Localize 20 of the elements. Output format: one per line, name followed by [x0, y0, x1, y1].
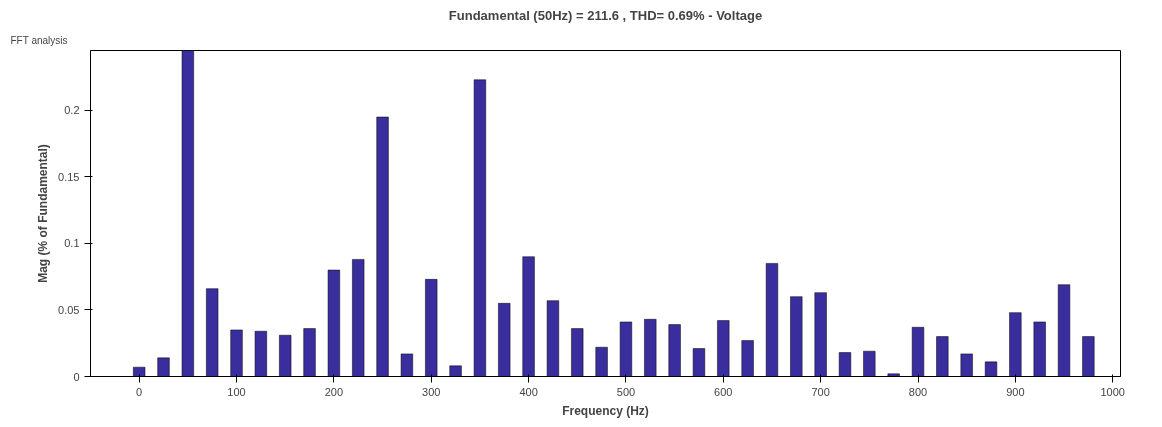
x-tick-label: 800	[908, 385, 928, 398]
x-tick-label: 500	[616, 385, 636, 398]
x-tick-label: 0	[136, 385, 143, 398]
y-tick-label: 0.1	[64, 237, 80, 250]
x-tick-label: 900	[1006, 385, 1025, 398]
y-axis-title: Mag (% of Fundamental)	[36, 144, 51, 283]
y-tick-label: 0	[73, 370, 80, 383]
x-tick-label: 600	[714, 385, 733, 398]
text: FFT analysis	[10, 34, 68, 46]
x-axis-title: Frequency (Hz)	[562, 403, 649, 418]
x-tick-label: 100	[227, 385, 246, 398]
x-tick-label: 400	[519, 385, 538, 398]
x-tick-label: 700	[811, 385, 830, 398]
chart-title: Fundamental (50Hz) = 211.6 , THD= 0.69% - Voltage	[448, 7, 763, 23]
y-tick-label: 0.2	[64, 104, 80, 117]
y-tick-label: 0.15	[58, 170, 80, 183]
y-tick-label: 0.05	[58, 303, 80, 316]
x-tick-label: 1000	[1100, 385, 1125, 398]
x-tick-label: 200	[324, 385, 344, 398]
x-tick-label: 300	[422, 385, 441, 398]
